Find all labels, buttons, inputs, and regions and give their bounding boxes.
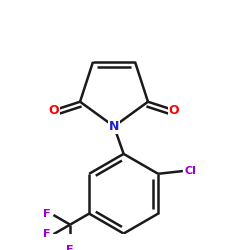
Text: O: O	[169, 104, 179, 117]
Text: F: F	[43, 229, 50, 239]
Text: O: O	[48, 104, 59, 117]
Text: N: N	[109, 120, 119, 133]
Text: Cl: Cl	[184, 166, 196, 175]
Text: F: F	[66, 245, 74, 250]
Text: F: F	[43, 209, 50, 219]
